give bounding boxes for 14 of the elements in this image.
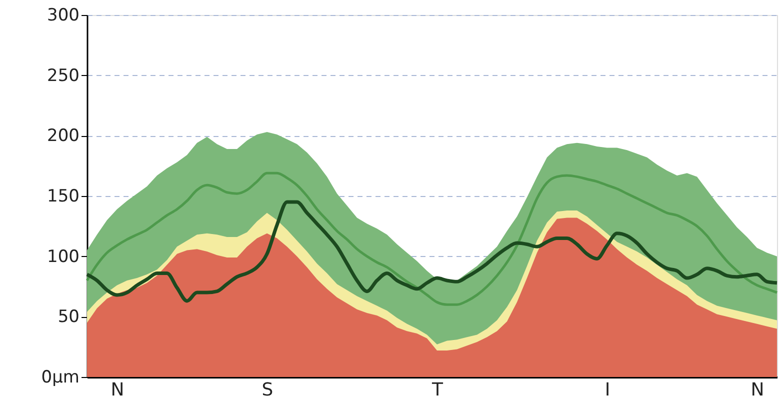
- y-tick-label: 0µm: [41, 368, 80, 388]
- y-tick-label: 300: [47, 6, 80, 26]
- x-tick-label: N: [110, 380, 124, 400]
- x-tick-label: N: [750, 380, 764, 400]
- x-tick-label: I: [604, 380, 610, 400]
- line-series: [85, 200, 779, 303]
- y-tick-label: 150: [47, 186, 80, 206]
- y-tick-label: 200: [47, 126, 80, 146]
- y-tick-label: 250: [47, 66, 80, 86]
- x-tick-label: S: [262, 380, 274, 400]
- line-series: [86, 172, 778, 306]
- x-tick-label: T: [431, 380, 444, 400]
- y-tick-label: 100: [47, 246, 80, 267]
- y-tick-label: 50: [58, 307, 80, 328]
